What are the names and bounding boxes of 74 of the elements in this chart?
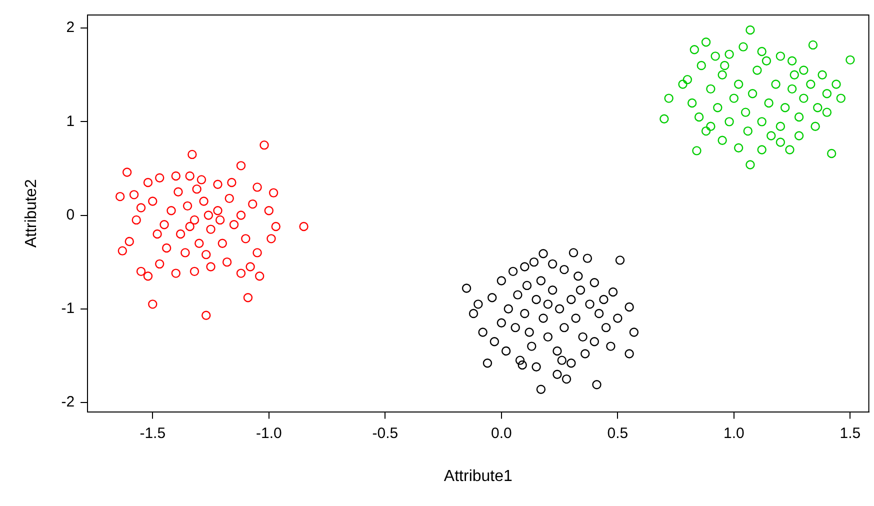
point <box>687 98 697 108</box>
y-axis-title: Attribute2 <box>23 179 40 248</box>
point <box>846 55 855 65</box>
point <box>780 103 790 112</box>
point <box>776 138 786 147</box>
y-tick-label: -2 <box>61 394 75 411</box>
x-tick-label: -1.0 <box>256 424 282 442</box>
point <box>757 145 766 154</box>
y-tick-label: -1 <box>61 300 75 317</box>
point <box>718 136 727 146</box>
point <box>743 126 752 136</box>
point <box>766 131 776 140</box>
point <box>664 94 674 103</box>
x-tick-label: 0.0 <box>490 424 512 442</box>
point <box>713 103 722 112</box>
point <box>776 122 786 131</box>
point <box>678 80 688 89</box>
point <box>822 89 832 98</box>
point <box>720 60 730 70</box>
point <box>738 42 748 52</box>
point <box>752 66 762 75</box>
point <box>776 52 786 61</box>
point <box>826 148 836 158</box>
point <box>660 114 669 124</box>
point <box>696 60 706 70</box>
point <box>706 84 716 94</box>
point <box>734 143 744 152</box>
x-tick-label: -1.5 <box>140 424 166 442</box>
point <box>734 80 744 89</box>
point <box>799 66 808 75</box>
point <box>740 108 750 117</box>
point <box>706 122 716 131</box>
point <box>790 70 799 80</box>
point <box>757 46 766 56</box>
point <box>787 84 797 94</box>
x-tick-label: -0.5 <box>372 424 398 442</box>
point <box>694 112 704 122</box>
x-axis-title: Attribute1 <box>444 468 513 485</box>
y-tick-label: 1 <box>66 112 75 130</box>
point <box>799 94 808 103</box>
point <box>718 70 727 80</box>
x-tick-label: 1.0 <box>724 424 744 442</box>
point <box>762 56 772 66</box>
point <box>701 38 711 47</box>
point <box>810 122 820 131</box>
point <box>729 94 739 103</box>
point <box>710 52 720 61</box>
point <box>748 89 758 98</box>
x-tick-label: 0.5 <box>607 424 628 442</box>
point <box>757 117 766 126</box>
y-tick-label: 2 <box>66 19 75 36</box>
point <box>682 74 692 84</box>
point <box>832 80 841 89</box>
point <box>808 40 818 50</box>
point <box>724 50 734 59</box>
y-tick-label: 0 <box>66 206 75 224</box>
point <box>794 131 804 140</box>
point <box>746 25 755 35</box>
point <box>785 145 794 154</box>
point <box>771 80 780 89</box>
point <box>806 80 816 89</box>
point <box>746 160 755 170</box>
x-tick-label: 1.5 <box>840 424 861 442</box>
point <box>764 98 774 108</box>
point <box>836 94 846 103</box>
point <box>794 112 804 122</box>
point <box>822 108 832 117</box>
point <box>813 103 822 112</box>
point <box>724 117 734 126</box>
point <box>787 56 797 66</box>
point <box>701 126 711 136</box>
point <box>690 45 700 54</box>
point <box>818 70 827 80</box>
point <box>692 146 702 156</box>
